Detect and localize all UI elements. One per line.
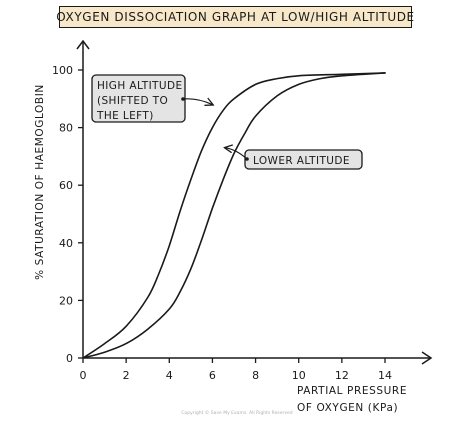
- callout-text: HIGH ALTITUDE: [97, 80, 182, 92]
- x-tick-label: 14: [378, 369, 392, 382]
- y-tick-label: 60: [59, 179, 73, 192]
- x-axis-label-line1: PARTIAL PRESSURE: [297, 385, 407, 397]
- y-tick-label: 100: [52, 64, 73, 77]
- high-altitude-callout: HIGH ALTITUDE (SHIFTED TO THE LEFT): [91, 74, 212, 123]
- curves: [82, 72, 386, 359]
- y-tick-label: 40: [59, 237, 73, 250]
- y-tick-label: 20: [59, 294, 73, 307]
- lower-altitude-callout: LOWER ALTITUDE: [225, 148, 363, 170]
- x-tick-label: 10: [292, 369, 306, 382]
- x-tick-label: 4: [166, 369, 173, 382]
- callout-text: THE LEFT): [96, 110, 154, 122]
- axes: [76, 39, 433, 365]
- y-axis-arrow: [76, 39, 90, 50]
- y-tick-label: 80: [59, 122, 73, 135]
- callout-text: LOWER ALTITUDE: [253, 155, 350, 167]
- copyright-text: Copyright © Save My Exams. All Rights Re…: [181, 409, 292, 416]
- callout-box: [244, 149, 363, 170]
- lower-altitude-curve: [82, 72, 386, 359]
- x-tick-label: 12: [335, 369, 349, 382]
- x-tick-label: 2: [123, 369, 130, 382]
- x-tick-label: 8: [252, 369, 259, 382]
- chart-title: OXYGEN DISSOCIATION GRAPH AT LOW/HIGH AL…: [56, 6, 414, 28]
- callout-arrow: [225, 148, 248, 160]
- x-axis-label-line2: OF OXYGEN (KPa): [297, 402, 398, 414]
- callout-text: (SHIFTED TO: [97, 95, 168, 107]
- callout-arrow: [182, 99, 212, 105]
- x-tick-label: 0: [80, 369, 87, 382]
- x-axis-arrow: [421, 351, 433, 365]
- y-tick-label: 0: [66, 352, 73, 365]
- y-axis-label: % SATURATION OF HAEMOGLOBIN: [34, 84, 46, 280]
- ticks: 0 2 4 6 8 10 12 14 0 20 40 60 80 100: [52, 64, 392, 382]
- high-altitude-curve: [82, 72, 386, 359]
- x-tick-label: 6: [209, 369, 216, 382]
- annotations: HIGH ALTITUDE (SHIFTED TO THE LEFT) LOWER A…: [91, 74, 363, 170]
